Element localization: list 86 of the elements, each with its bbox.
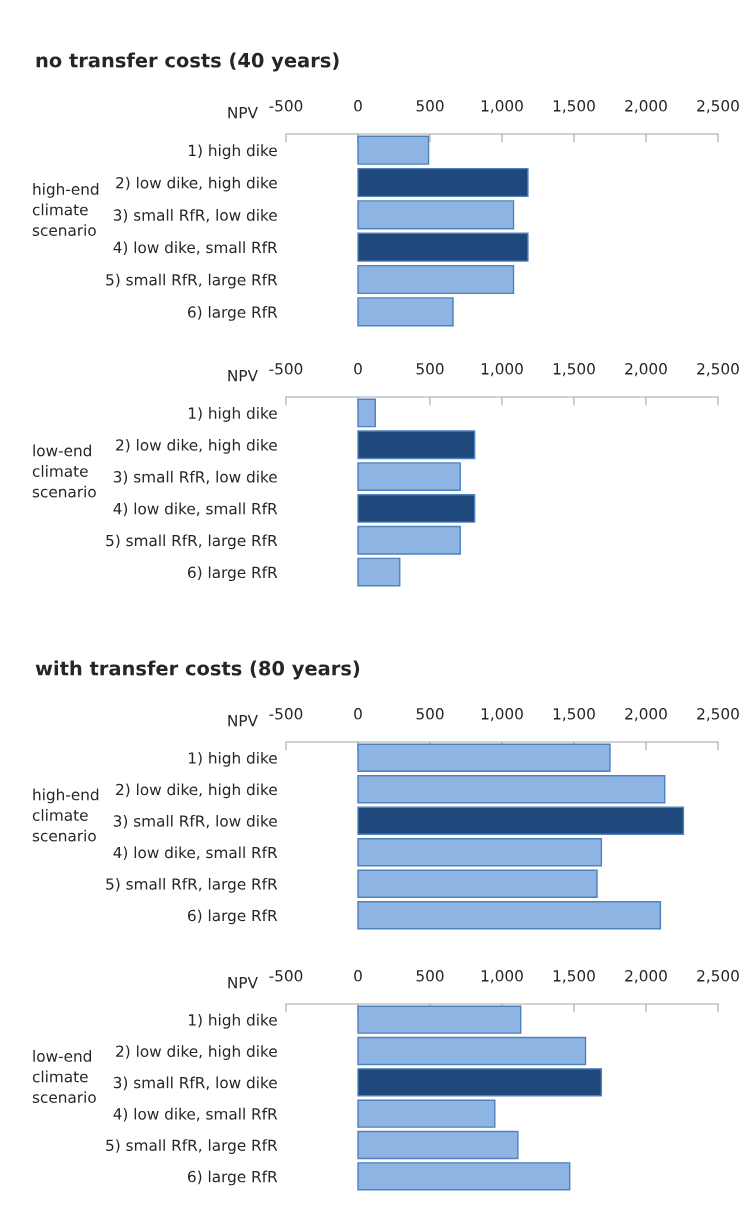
bar: [357, 1162, 571, 1191]
bar: [357, 557, 401, 587]
x-tick-label: 500: [416, 100, 444, 112]
y-tick-label: 5) small RfR, large RfR: [106, 1139, 278, 1154]
x-tick-label: 1,500: [553, 708, 595, 722]
bar: [357, 135, 430, 165]
y-tick-label: 4) low dike, small RfR: [113, 241, 278, 255]
bar: [357, 1068, 603, 1097]
bar: [357, 838, 603, 867]
bar: [357, 232, 529, 262]
bar: [357, 167, 529, 198]
x-tick-label: -500: [269, 970, 303, 982]
x-tick-label: 500: [416, 363, 444, 375]
y-tick-label: 6) large RfR: [188, 306, 278, 321]
y-tick-label: 2) low dike, high dike: [116, 176, 277, 192]
bar: [357, 901, 662, 930]
x-tick-label: -500: [269, 363, 303, 375]
x-axis-title: NPV: [228, 715, 258, 727]
y-tick-label: 2) low dike, high dike: [116, 438, 277, 454]
x-axis-title: NPV: [228, 370, 258, 382]
x-tick-label: 1,500: [553, 363, 595, 377]
bar: [357, 264, 515, 295]
x-tick-label: 2,500: [697, 363, 739, 377]
x-tick-label: 0: [354, 363, 362, 375]
y-tick-label: 1) high dike: [189, 1013, 277, 1029]
y-tick-label: 5) small RfR, large RfR: [106, 534, 278, 550]
x-tick-label: 500: [416, 708, 444, 720]
y-axis-title: high-end climate scenario: [32, 183, 99, 237]
x-tick-label: -500: [269, 100, 303, 112]
x-tick-label: 1,000: [481, 363, 523, 377]
x-tick-label: 1,500: [553, 970, 595, 984]
bar: [357, 462, 461, 491]
y-tick-label: 6) large RfR: [188, 566, 278, 582]
bar: [357, 430, 476, 460]
bar: [357, 743, 611, 772]
y-tick-label: 3) small RfR, low dike: [113, 209, 277, 223]
y-tick-label: 6) large RfR: [188, 909, 278, 925]
x-tick-label: 500: [416, 970, 444, 982]
bar: [357, 806, 685, 835]
x-tick-label: 1,500: [553, 100, 595, 114]
y-tick-label: 3) small RfR, low dike: [113, 814, 277, 829]
bar: [357, 1130, 519, 1160]
chart-title: no transfer costs (40 years): [36, 52, 339, 72]
bar: [357, 1099, 496, 1128]
y-tick-label: 4) low dike, small RfR: [113, 502, 278, 517]
x-tick-label: 2,000: [625, 708, 667, 722]
x-tick-label: 0: [354, 708, 362, 720]
x-tick-label: 2,500: [697, 970, 739, 984]
y-axis-title: low-end climate scenario: [32, 1050, 96, 1104]
bar: [357, 1036, 587, 1066]
x-tick-label: 2,500: [697, 100, 739, 114]
bar: [357, 297, 454, 327]
x-tick-label: 2,000: [625, 100, 667, 114]
x-axis-title: NPV: [228, 977, 258, 989]
y-tick-label: 3) small RfR, low dike: [113, 1076, 277, 1091]
x-tick-label: 2,000: [625, 363, 667, 377]
y-tick-label: 1) high dike: [189, 751, 277, 767]
bar: [357, 775, 666, 804]
x-tick-label: 0: [354, 100, 362, 112]
bar: [357, 525, 461, 555]
y-tick-label: 2) low dike, high dike: [116, 1045, 277, 1060]
bar: [357, 1005, 522, 1034]
y-tick-label: 5) small RfR, large RfR: [106, 877, 278, 893]
y-tick-label: 1) high dike: [189, 144, 277, 160]
bar: [357, 869, 598, 898]
bar: [357, 494, 476, 523]
y-tick-label: 5) small RfR, large RfR: [106, 273, 278, 289]
x-tick-label: -500: [269, 708, 303, 720]
x-tick-label: 1,000: [481, 100, 523, 114]
y-axis-title: low-end climate scenario: [32, 444, 96, 498]
y-tick-label: 6) large RfR: [188, 1170, 278, 1186]
x-tick-label: 1,000: [481, 970, 523, 984]
x-tick-label: 2,500: [697, 708, 739, 722]
y-tick-label: 1) high dike: [189, 407, 277, 422]
x-tick-label: 1,000: [481, 708, 523, 722]
chart-title: with transfer costs (80 years): [35, 660, 360, 680]
y-tick-label: 2) low dike, high dike: [116, 783, 277, 799]
x-tick-label: 2,000: [625, 970, 667, 984]
bar: [357, 200, 515, 230]
bar: [357, 398, 376, 428]
y-tick-label: 3) small RfR, low dike: [113, 470, 277, 485]
x-axis-title: NPV: [228, 107, 258, 119]
x-tick-label: 0: [354, 970, 362, 982]
y-tick-label: 4) low dike, small RfR: [113, 1107, 278, 1122]
y-tick-label: 4) low dike, small RfR: [113, 846, 278, 861]
y-axis-title: high-end climate scenario: [32, 788, 99, 842]
